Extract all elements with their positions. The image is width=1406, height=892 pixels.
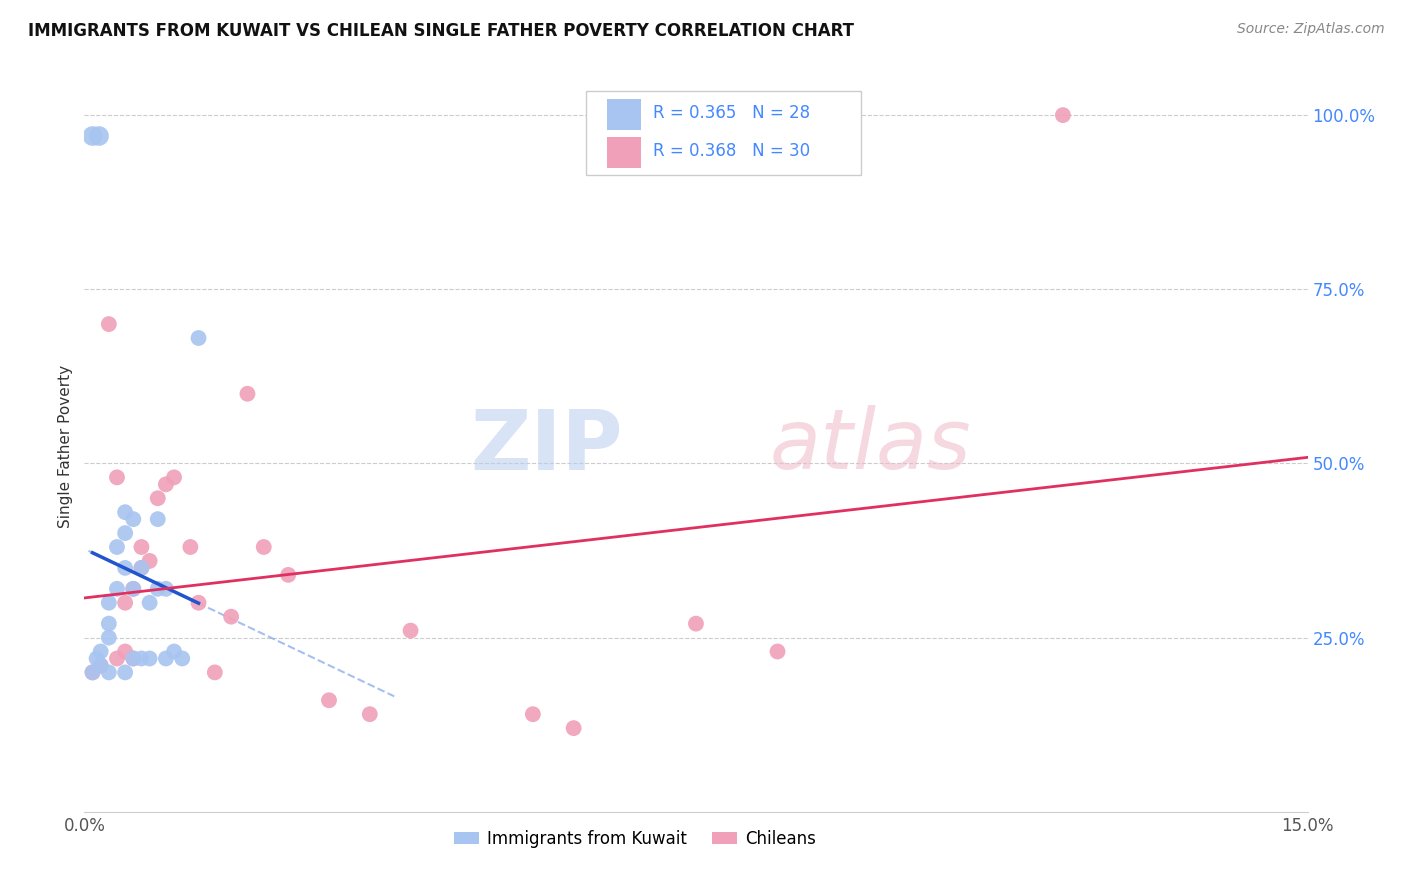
Point — [219, 609, 242, 624]
Point — [87, 128, 110, 143]
Text: IMMIGRANTS FROM KUWAIT VS CHILEAN SINGLE FATHER POVERTY CORRELATION CHART: IMMIGRANTS FROM KUWAIT VS CHILEAN SINGLE… — [28, 22, 853, 40]
Text: ZIP: ZIP — [470, 406, 623, 486]
Point — [277, 567, 299, 582]
Point — [131, 561, 153, 575]
Point — [146, 582, 169, 596]
Point — [114, 526, 136, 541]
Y-axis label: Single Father Poverty: Single Father Poverty — [58, 365, 73, 527]
Text: Source: ZipAtlas.com: Source: ZipAtlas.com — [1237, 22, 1385, 37]
Point — [163, 470, 186, 484]
Point — [138, 554, 160, 568]
Point — [399, 624, 422, 638]
Point — [766, 644, 789, 658]
Point — [187, 331, 209, 345]
Point — [146, 491, 169, 506]
Point — [204, 665, 226, 680]
Point — [131, 561, 153, 575]
Point — [105, 470, 128, 484]
Point — [685, 616, 707, 631]
Text: R = 0.365   N = 28: R = 0.365 N = 28 — [654, 103, 810, 121]
Point — [90, 658, 112, 673]
Point — [179, 540, 201, 554]
Point — [114, 596, 136, 610]
Point — [97, 616, 120, 631]
Point — [122, 512, 145, 526]
Point — [82, 665, 104, 680]
Point — [90, 644, 112, 658]
Point — [86, 651, 108, 665]
Point — [187, 596, 209, 610]
Point — [131, 540, 153, 554]
Point — [97, 596, 120, 610]
Point — [236, 386, 259, 401]
Point — [562, 721, 585, 735]
Point — [163, 644, 186, 658]
Point — [138, 596, 160, 610]
Point — [114, 505, 136, 519]
Legend: Immigrants from Kuwait, Chileans: Immigrants from Kuwait, Chileans — [447, 823, 823, 855]
Point — [122, 582, 145, 596]
Point — [82, 665, 104, 680]
Point — [155, 477, 177, 491]
Point — [522, 707, 544, 722]
Point — [122, 582, 145, 596]
Point — [131, 651, 153, 665]
Text: atlas: atlas — [769, 406, 972, 486]
Point — [253, 540, 276, 554]
Bar — [606, 99, 641, 129]
Point — [122, 651, 145, 665]
Point — [105, 582, 128, 596]
Bar — [606, 137, 641, 168]
Point — [155, 651, 177, 665]
Point — [97, 665, 120, 680]
Point — [155, 582, 177, 596]
Point — [114, 644, 136, 658]
Text: R = 0.368   N = 30: R = 0.368 N = 30 — [654, 142, 810, 161]
FancyBboxPatch shape — [586, 91, 860, 176]
Point — [1052, 108, 1074, 122]
Point — [122, 651, 145, 665]
Point — [146, 512, 169, 526]
Point — [82, 128, 104, 143]
Point — [105, 540, 128, 554]
Point — [138, 651, 160, 665]
Point — [172, 651, 194, 665]
Point — [114, 561, 136, 575]
Point — [359, 707, 381, 722]
Point — [114, 665, 136, 680]
Point — [97, 317, 120, 331]
Point — [105, 651, 128, 665]
Point — [90, 658, 112, 673]
Point — [97, 631, 120, 645]
Point — [318, 693, 340, 707]
